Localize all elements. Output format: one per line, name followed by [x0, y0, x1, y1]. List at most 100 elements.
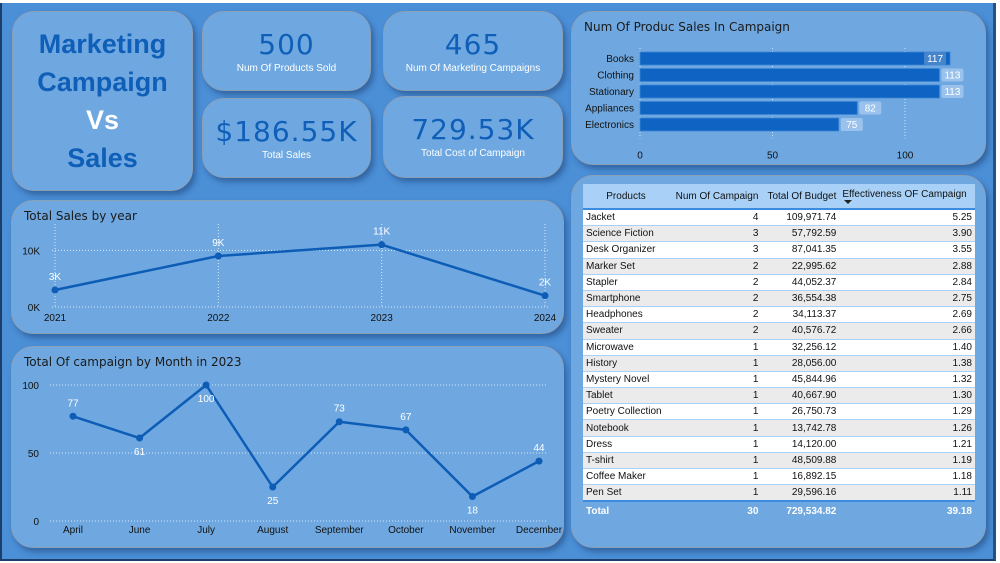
table-row[interactable]: Notebook 1 13,742.78 1.26	[583, 419, 975, 437]
category-label: Clothing	[597, 71, 634, 82]
x-tick-label: October	[388, 525, 424, 536]
data-label: 77	[67, 398, 79, 409]
dashboard-title-card: Marketing Campaign Vs Sales	[12, 11, 193, 191]
cell-effectiveness: 2.75	[839, 290, 975, 308]
cell-num-of-campaign: 1	[669, 468, 762, 486]
product-sales-bar-chart: 0 50 100 Books 117 Clothing 113 Stationary 113 Ap…	[585, 48, 964, 162]
data-label: 2K	[539, 278, 552, 289]
cell-total-budget: 36,554.38	[761, 290, 840, 308]
sales-by-year-chart-card[interactable]: Total Sales by year 0K 10K 2021 2022 2023 202…	[11, 200, 564, 334]
column-header-num-of-campaign[interactable]: Num Of Campaign	[669, 184, 762, 210]
cell-product: Desk Organizer	[583, 241, 669, 259]
table-row[interactable]: Microwave 1 32,256.12 1.40	[583, 339, 975, 356]
category-label: Appliances	[585, 104, 634, 115]
kpi-value: $186.55K	[215, 115, 358, 148]
bar	[639, 68, 940, 82]
cell-total-budget: 16,892.15	[761, 468, 840, 486]
x-tick-label: 2024	[534, 313, 557, 324]
sort-descending-icon[interactable]	[844, 199, 853, 204]
data-point	[468, 493, 476, 501]
total-label: Total	[583, 500, 669, 521]
cell-total-budget: 34,113.37	[761, 306, 840, 324]
table-row[interactable]: Pen Set 1 29,596.16 1.11	[583, 484, 975, 502]
campaign-by-month-line-chart: 0 50 100 April June July August September Octobe…	[22, 381, 562, 536]
table-row[interactable]: Coffee Maker 1 16,892.15 1.18	[583, 468, 975, 486]
product-sales-bar-chart-card[interactable]: Num Of Produc Sales In Campaign 0 50 100 Bo…	[571, 11, 986, 165]
cell-total-budget: 48,509.88	[761, 452, 840, 470]
cell-product: Marker Set	[583, 258, 669, 275]
kpi-value: 729.53K	[411, 113, 535, 146]
cell-effectiveness: 1.32	[839, 371, 975, 389]
cell-effectiveness: 1.18	[839, 468, 975, 486]
data-label: 3K	[49, 272, 62, 283]
cell-effectiveness: 2.84	[839, 274, 975, 291]
kpi-card-total-cost[interactable]: 729.53K Total Cost of Campaign	[383, 96, 563, 178]
cell-total-budget: 87,041.35	[761, 241, 840, 259]
data-point	[269, 483, 277, 491]
table-row[interactable]: Stapler 2 44,052.37 2.84	[583, 274, 975, 291]
cell-effectiveness: 5.25	[839, 209, 975, 227]
cell-num-of-campaign: 2	[669, 274, 762, 291]
x-tick-label: 2021	[44, 313, 67, 324]
y-tick-label: 100	[22, 381, 39, 392]
table-row[interactable]: Smartphone 2 36,554.38 2.75	[583, 290, 975, 308]
table-row[interactable]: Jacket 4 109,971.74 5.25	[583, 209, 975, 227]
data-label: 9K	[212, 238, 225, 249]
title-line-2: Campaign	[37, 67, 168, 97]
cell-total-budget: 44,052.37	[761, 274, 840, 291]
table-row[interactable]: Mystery Novel 1 45,844.96 1.32	[583, 371, 975, 389]
column-header-label: Effectiveness OF Campaign	[842, 188, 967, 200]
table-row[interactable]: Tablet 1 40,667.90 1.30	[583, 387, 975, 405]
cell-num-of-campaign: 1	[669, 484, 762, 502]
campaign-effectiveness-table-card[interactable]: Products Num Of Campaign Total Of Budget…	[571, 175, 986, 548]
column-header-products[interactable]: Products	[583, 184, 669, 210]
data-label: 113	[944, 87, 960, 98]
category-label: Stationary	[589, 87, 634, 98]
table-row[interactable]: History 1 28,056.00 1.38	[583, 355, 975, 372]
cell-num-of-campaign: 2	[669, 290, 762, 308]
table-row[interactable]: Dress 1 14,120.00 1.21	[583, 436, 975, 453]
column-header-total-of-budget[interactable]: Total Of Budget	[761, 184, 840, 210]
cell-effectiveness: 2.69	[839, 306, 975, 324]
cell-num-of-campaign: 3	[669, 225, 762, 243]
cell-effectiveness: 3.55	[839, 241, 975, 259]
table-row[interactable]: Desk Organizer 3 87,041.35 3.55	[583, 241, 975, 259]
y-tick-label: 0K	[28, 303, 41, 314]
y-tick-label: 50	[28, 449, 40, 460]
table-row[interactable]: T-shirt 1 48,509.88 1.19	[583, 452, 975, 470]
cell-product: Dress	[583, 436, 669, 453]
data-label-background	[840, 118, 863, 131]
total-num-of-campaign: 30	[669, 500, 762, 521]
cell-num-of-campaign: 4	[669, 209, 762, 227]
kpi-card-marketing-campaigns[interactable]: 465 Num Of Marketing Campaigns	[383, 11, 563, 91]
cell-num-of-campaign: 1	[669, 419, 762, 437]
campaign-by-month-chart-card[interactable]: Total Of campaign by Month in 2023 0 50 10…	[11, 346, 564, 548]
title-line-4: Sales	[67, 143, 138, 173]
cell-effectiveness: 1.26	[839, 419, 975, 437]
cell-total-budget: 40,667.90	[761, 387, 840, 405]
table-row[interactable]: Sweater 2 40,576.72 2.66	[583, 322, 975, 340]
cell-product: Mystery Novel	[583, 371, 669, 389]
x-tick-label: September	[315, 525, 365, 536]
data-label: 11K	[373, 227, 390, 238]
cell-num-of-campaign: 1	[669, 452, 762, 470]
data-label: 75	[846, 120, 858, 131]
kpi-card-total-sales[interactable]: $186.55K Total Sales	[202, 98, 371, 178]
cell-total-budget: 14,120.00	[761, 436, 840, 453]
data-label: 73	[334, 404, 346, 415]
table-row[interactable]: Poetry Collection 1 26,750.73 1.29	[583, 403, 975, 421]
kpi-card-products-sold[interactable]: 500 Num Of Products Sold	[202, 11, 371, 91]
x-tick-label: 2023	[371, 313, 394, 324]
cell-num-of-campaign: 2	[669, 322, 762, 340]
cell-product: Pen Set	[583, 484, 669, 502]
cell-total-budget: 13,742.78	[761, 419, 840, 437]
cell-total-budget: 32,256.12	[761, 339, 840, 356]
cell-product: T-shirt	[583, 452, 669, 470]
table-row[interactable]: Marker Set 2 22,995.62 2.88	[583, 258, 975, 275]
cell-total-budget: 109,971.74	[761, 209, 840, 227]
column-header-effectiveness[interactable]: Effectiveness OF Campaign	[839, 184, 975, 210]
cell-product: Stapler	[583, 274, 669, 291]
table-row[interactable]: Science Fiction 3 57,792.59 3.90	[583, 225, 975, 243]
data-point	[535, 457, 543, 465]
table-row[interactable]: Headphones 2 34,113.37 2.69	[583, 306, 975, 324]
